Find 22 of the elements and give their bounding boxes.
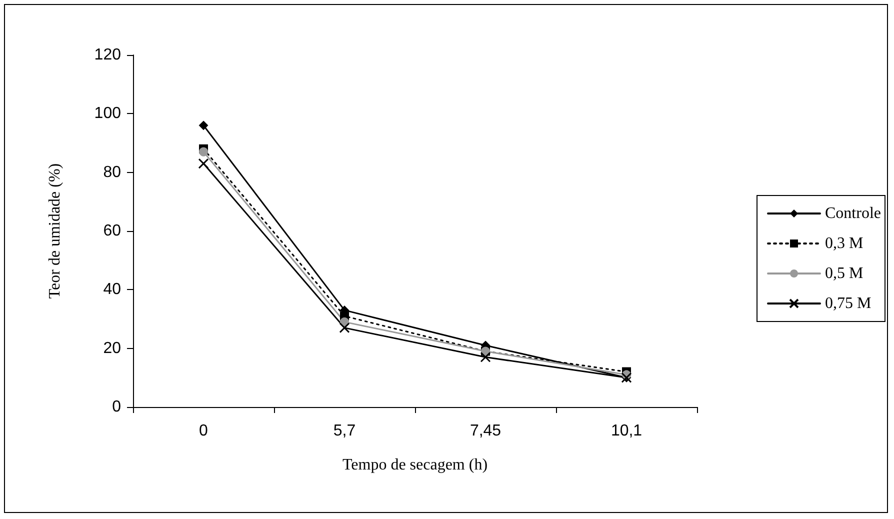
y-tick-label: 0 (112, 398, 122, 416)
point (480, 352, 491, 362)
legend-label: Controle (825, 205, 882, 222)
point (199, 120, 208, 130)
y-tick-label: 60 (103, 222, 122, 240)
y-tick-label: 120 (94, 46, 122, 64)
point (198, 158, 209, 169)
legend-label: 0,3 M (825, 235, 864, 252)
point (199, 147, 208, 156)
y-tick-label: 40 (103, 281, 122, 298)
legend-label: 0,5 M (825, 265, 864, 282)
y-tick-label: 20 (103, 340, 122, 357)
y-tick-label: 100 (94, 105, 122, 122)
y-axis-title: Teor de umidade (%) (46, 163, 64, 299)
x-axis-title: Tempo de secagem (h) (342, 456, 488, 474)
legend-label: 0,75 M (825, 295, 872, 312)
x-tick-label: 10,1 (610, 422, 642, 440)
x-tick-label: 7,45 (470, 422, 502, 440)
y-tick-label: 80 (103, 164, 122, 181)
x-tick-label: 0 (199, 422, 208, 440)
point (339, 322, 350, 334)
x-tick-label: 5,7 (333, 422, 356, 440)
